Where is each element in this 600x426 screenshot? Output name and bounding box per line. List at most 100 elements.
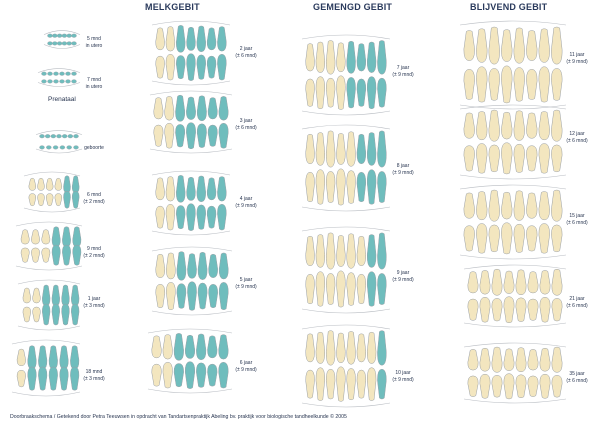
tooth-shape <box>488 109 500 142</box>
jaw-outline <box>459 20 567 26</box>
tooth-shape <box>551 144 563 173</box>
tooth-shape <box>196 204 206 230</box>
tooth-bud <box>71 33 77 38</box>
tooth-shape <box>463 225 475 252</box>
tooth-shape <box>217 203 227 231</box>
teeth-geboorte <box>35 130 83 154</box>
tooth-shape <box>32 287 41 304</box>
jaw-outline <box>301 324 391 330</box>
tooth-shape <box>197 252 208 280</box>
tooth-shape <box>207 124 218 147</box>
tooth-shape <box>173 363 184 388</box>
jaw-outline <box>11 339 81 345</box>
tooth-shape <box>336 366 346 402</box>
tooth-bud <box>66 41 72 46</box>
tooth-shape <box>72 226 82 248</box>
tooth-bud <box>52 145 59 150</box>
tooth-shape <box>515 347 527 373</box>
age-label-line1: 18 mnd <box>85 369 103 375</box>
tooth-shape <box>42 284 51 307</box>
age-label-line1: 2 jaar <box>239 46 253 52</box>
tooth-shape <box>186 122 196 150</box>
tooth-shape <box>218 252 229 280</box>
tooth-shape <box>336 133 346 165</box>
tooth-shape <box>526 112 538 139</box>
tooth-shape <box>325 40 336 75</box>
tooth-shape <box>527 375 539 397</box>
tooth-shape <box>196 362 207 388</box>
jaw-outline <box>463 322 567 328</box>
jaw-outline <box>147 388 233 394</box>
tooth-shape <box>463 145 475 172</box>
tooth-shape <box>305 78 315 107</box>
tooth-shape <box>59 345 69 370</box>
age-label-line2: (± 9 mnd) <box>392 71 414 78</box>
teeth-35jaar <box>463 342 567 404</box>
tooth-shape <box>218 96 229 121</box>
tooth-bud <box>59 79 65 84</box>
tooth-shape <box>61 284 70 307</box>
tooth-shape <box>151 363 162 387</box>
tooth-shape <box>38 345 48 370</box>
tooth-bud <box>41 71 47 76</box>
tooth-shape <box>513 190 525 221</box>
tooth-bud <box>73 145 79 150</box>
tooth-shape <box>71 175 80 194</box>
tooth-shape <box>346 272 356 306</box>
tooth-shape <box>27 366 37 391</box>
tooth-shape <box>346 77 356 109</box>
tooth-shape <box>155 254 166 278</box>
tooth-shape <box>538 223 550 254</box>
jaw-outline <box>459 104 567 110</box>
tooth-bud <box>53 71 59 76</box>
tooth-shape <box>336 168 346 206</box>
tooth-shape <box>527 349 539 371</box>
jaw-outline <box>23 171 81 177</box>
age-label-6jaar: 6 jaar (± 9 mnd) <box>232 360 260 373</box>
age-label-9mnd: 9 mnd (± 2 mnd) <box>80 246 108 259</box>
tooth-shape <box>346 368 356 401</box>
jaw-outline <box>459 174 567 180</box>
teeth-9jaar <box>301 226 391 314</box>
tooth-shape <box>176 205 186 230</box>
tooth-shape <box>526 30 538 61</box>
jaw-outline <box>17 279 81 285</box>
tooth-shape <box>488 189 500 222</box>
tooth-shape <box>197 282 208 310</box>
tooth-shape <box>166 252 176 280</box>
jaw-outline <box>301 308 391 314</box>
tooth-shape <box>70 366 80 391</box>
tooth-shape <box>32 306 41 323</box>
age-label-line1: 15 jaar <box>569 213 585 219</box>
tooth-shape <box>488 224 500 253</box>
age-label-line1: 35 jaar <box>569 371 585 377</box>
tooth-shape <box>218 334 229 360</box>
tooth-shape <box>513 27 525 64</box>
tooth-shape <box>346 233 356 269</box>
tooth-shape <box>503 373 515 400</box>
tooth-shape <box>551 298 563 322</box>
tooth-shape <box>527 271 539 294</box>
tooth-shape <box>38 366 48 391</box>
tooth-shape <box>479 270 491 295</box>
jaw-outline <box>11 391 81 397</box>
age-label-3jaar: 3 jaar (± 6 mnd) <box>232 118 260 131</box>
tooth-shape <box>305 235 315 267</box>
tooth-shape <box>325 171 336 203</box>
age-label-5jaar: 5 jaar (± 9 mnd) <box>232 277 260 290</box>
tooth-shape <box>488 144 500 173</box>
age-label-9jaar: 9 jaar (± 9 mnd) <box>389 270 417 283</box>
jaw-outline <box>35 148 83 154</box>
age-label-line2: in utero <box>85 83 103 90</box>
tooth-shape <box>463 192 475 219</box>
tooth-shape <box>186 203 196 231</box>
tooth-shape <box>356 273 367 305</box>
tooth-shape <box>356 171 367 203</box>
tooth-bud <box>66 33 72 38</box>
tooth-shape <box>538 111 550 141</box>
tooth-shape <box>501 142 513 175</box>
jaw-outline <box>17 325 81 331</box>
jaw-outline <box>463 398 567 404</box>
tooth-shape <box>377 330 387 366</box>
tooth-shape <box>346 170 356 204</box>
